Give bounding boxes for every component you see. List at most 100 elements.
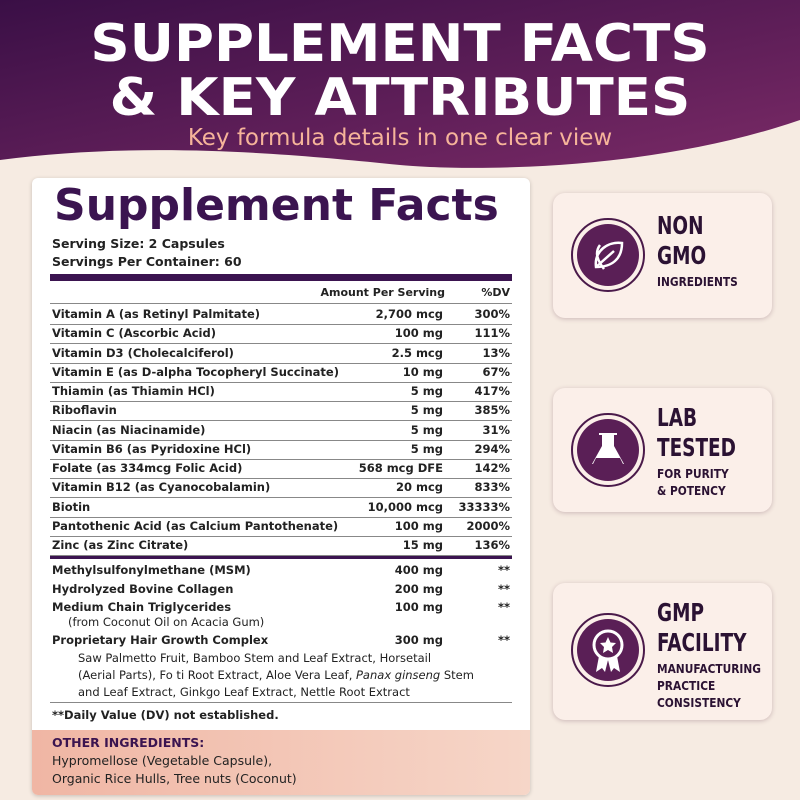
daily-value: 833% (474, 480, 510, 495)
ingredient-name: Vitamin E (as D-alpha Tocopheryl Succina… (52, 364, 339, 379)
rule (50, 381, 512, 383)
daily-value: ** (497, 563, 510, 577)
badge-text: PRACTICE (657, 678, 716, 693)
badge-text: CONSISTENCY (657, 695, 741, 710)
daily-value: 136% (474, 538, 510, 552)
blend-text: Panax ginseng (356, 668, 441, 682)
facts-panel: Supplement Facts Serving Size: 2 Capsule… (32, 178, 530, 795)
ingredients-line: Organic Rice Hulls, Tree nuts (Coconut) (52, 771, 297, 786)
rule (50, 555, 512, 559)
rule (50, 324, 512, 325)
daily-value: 13% (482, 345, 510, 360)
rule (50, 343, 512, 345)
badge-title: TESTED (657, 433, 736, 462)
daily-value: 33333% (458, 499, 510, 514)
ingredient-name: Zinc (as Zinc Citrate) (52, 538, 189, 552)
amount: 400 mg (394, 563, 443, 577)
amount: 2,700 mcg (375, 307, 443, 321)
ingredients-line: Hypromellose (Vegetable Capsule), (52, 753, 273, 768)
rule (50, 478, 512, 479)
rule (50, 702, 512, 703)
amount: 5 mg (410, 384, 443, 398)
column-header: %DV (481, 286, 510, 299)
serving-size: Serving Size: 2 Capsules (52, 236, 225, 251)
rule (50, 555, 512, 556)
ingredient-name: Vitamin D3 (Cholecalciferol) (52, 345, 234, 360)
daily-value: 385% (474, 403, 510, 418)
servings: Servings Per Container: 60 (52, 254, 242, 269)
daily-value: ** (497, 633, 510, 647)
rule (50, 401, 512, 402)
ingredient-name: Riboflavin (52, 403, 117, 418)
daily-value: 67% (482, 364, 510, 379)
rule (50, 497, 512, 499)
amount: 100 mg (394, 326, 443, 341)
blend-line: (Aerial Parts), Fo ti Root Extract, Aloe… (78, 668, 474, 682)
amount: 5 mg (410, 441, 443, 456)
note: (from Coconut Oil on Acacia Gum) (68, 615, 265, 629)
daily-value: 2000% (466, 518, 510, 533)
badge-title: GMP (657, 598, 705, 627)
amount: 2.5 mcg (391, 345, 443, 360)
rule (50, 274, 512, 281)
rule (50, 420, 512, 422)
daily-value: 417% (474, 384, 510, 398)
daily-value: 300% (474, 307, 510, 321)
ingredient-name: Thiamin (as Thiamin HCl) (52, 384, 215, 398)
daily-value: 111% (474, 326, 510, 341)
rule (50, 439, 512, 441)
amount: 10,000 mcg (367, 499, 443, 514)
amount: 5 mg (410, 403, 443, 418)
daily-value: ** (497, 582, 510, 596)
amount: 10 mg (402, 364, 443, 379)
header-bg (0, 0, 800, 168)
ingredient-name: Medium Chain Triglycerides (52, 600, 232, 614)
ingredients-box (32, 730, 530, 795)
blend-text: (Aerial Parts), Fo ti Root Extract, Aloe… (78, 668, 356, 682)
daily-value: ** (497, 600, 510, 614)
blend-line: and Leaf Extract, Ginkgo Leaf Extract, N… (78, 685, 410, 699)
ingredient-name: Vitamin B12 (as Cyanocobalamin) (52, 480, 271, 495)
blend-line: Saw Palmetto Fruit, Bamboo Stem and Leaf… (78, 651, 431, 665)
rule (50, 516, 512, 518)
ingredient-name: Proprietary Hair Growth Complex (52, 633, 269, 647)
blend-text: Stem (440, 668, 474, 682)
badge-title: GMO (657, 241, 707, 270)
rule (50, 458, 512, 460)
ingredient-name: Pantothenic Acid (as Calcium Pantothenat… (52, 518, 339, 533)
ingredient-name: Hydrolyzed Bovine Collagen (52, 582, 234, 596)
ingredient-name: Niacin (as Niacinamide) (52, 422, 206, 437)
footnote: **Daily Value (DV) not established. (52, 708, 279, 722)
ingredient-name: Vitamin C (Ascorbic Acid) (52, 326, 216, 341)
rule (50, 362, 512, 364)
badge-title: FACILITY (657, 628, 747, 657)
rule (50, 535, 512, 537)
ingredient-name: Vitamin A (as Retinyl Palmitate) (52, 307, 261, 321)
amount: 200 mg (394, 582, 443, 596)
blend-text: and Leaf Extract, Ginkgo Leaf Extract, N… (78, 685, 410, 699)
amount: 300 mg (394, 633, 443, 647)
badge-icons (571, 218, 645, 687)
badge-text: INGREDIENTS (657, 274, 738, 289)
amount: 100 mg (394, 600, 443, 614)
blend-text: Saw Palmetto Fruit, Bamboo Stem and Leaf… (78, 651, 432, 665)
ingredient-name: Methylsulfonylmethane (MSM) (52, 563, 251, 577)
badge-text: MANUFACTURING (657, 661, 762, 676)
badge-text: FOR PURITY (657, 466, 729, 481)
daily-value: 142% (474, 461, 510, 475)
ingredient-name: Vitamin B6 (as Pyridoxine HCl) (52, 441, 252, 456)
ingredient-name: Biotin (52, 499, 91, 514)
amount: 5 mg (410, 422, 443, 437)
ingredients-heading: OTHER INGREDIENTS: (52, 735, 205, 750)
amount: 100 mg (394, 518, 443, 533)
column-header: Amount Per Serving (320, 286, 445, 299)
amount: 20 mcg (395, 480, 443, 495)
title-line: & KEY ATTRIBUTES (109, 68, 691, 128)
daily-value: 31% (482, 422, 510, 437)
title-line: SUPPLEMENT FACTS (90, 14, 710, 74)
badge-title: NON (657, 211, 704, 240)
subtitle: Key formula details in one clear view (187, 125, 613, 151)
amount: 568 mcg DFE (358, 461, 443, 475)
badge-title: LAB (657, 403, 698, 432)
